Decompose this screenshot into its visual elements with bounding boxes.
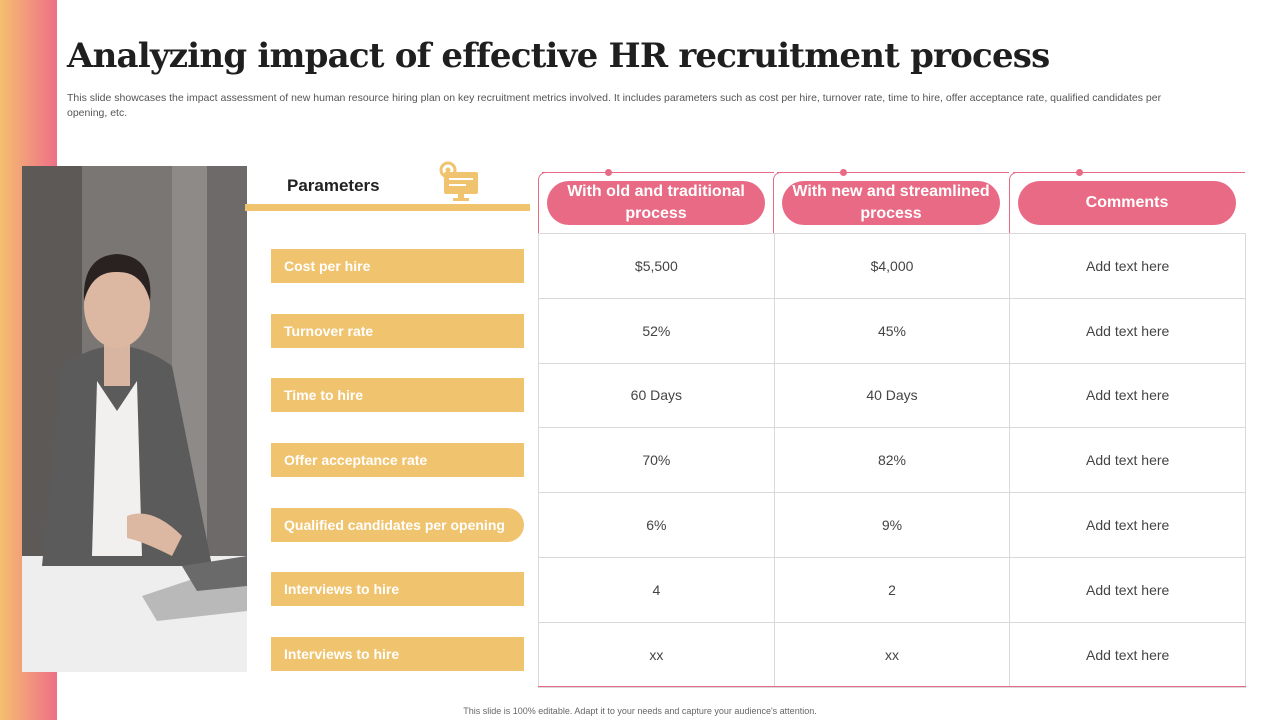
comment-cell: Add text here: [1009, 556, 1246, 623]
comment-cell: Add text here: [1009, 233, 1246, 299]
new-value: 82%: [773, 427, 1011, 494]
column-header-old: With old and traditional process: [538, 169, 774, 233]
table-row: 60 Days 40 Days Add text here: [538, 362, 1246, 429]
column-old-pill: With old and traditional process: [547, 181, 765, 225]
comment-cell: Add text here: [1009, 427, 1246, 494]
table-row: $5,500 $4,000 Add text here: [538, 233, 1246, 299]
old-value: 60 Days: [538, 362, 775, 429]
table-row: xx xx Add text here: [538, 621, 1246, 688]
woman-photo: [22, 166, 247, 672]
parameter-label: Interviews to hire: [271, 572, 524, 607]
comment-cell: Add text here: [1009, 492, 1246, 558]
column-comments-pill: Comments: [1018, 181, 1236, 225]
old-value: 6%: [538, 492, 775, 558]
new-value: 40 Days: [773, 362, 1011, 429]
parameter-label: Cost per hire: [271, 249, 524, 283]
column-new-pill: With new and streamlined process: [782, 181, 1000, 225]
table-bottom-line: [538, 686, 1246, 687]
parameter-label: Offer acceptance rate: [271, 443, 524, 478]
parameter-label: Time to hire: [271, 378, 524, 413]
column-header-comments: Comments: [1009, 169, 1245, 233]
new-value: 9%: [773, 492, 1011, 558]
footer-note: This slide is 100% editable. Adapt it to…: [463, 706, 817, 716]
comment-cell: Add text here: [1009, 621, 1246, 688]
parameter-list: Cost per hire Turnover rate Time to hire…: [271, 249, 524, 702]
new-value: xx: [773, 621, 1011, 688]
column-header-new: With new and streamlined process: [773, 169, 1009, 233]
slide-subtitle: This slide showcases the impact assessme…: [67, 92, 1162, 119]
parameter-label: Qualified candidates per opening: [271, 507, 524, 542]
parameters-underline: [245, 204, 530, 211]
comment-cell: Add text here: [1009, 362, 1246, 429]
comment-cell: Add text here: [1009, 297, 1246, 364]
table-row: 6% 9% Add text here: [538, 492, 1246, 558]
parameter-label: Interviews to hire: [271, 637, 524, 672]
slide-title: Analyzing impact of effective HR recruit…: [67, 36, 1050, 76]
new-value: 45%: [773, 297, 1011, 364]
table-row: 52% 45% Add text here: [538, 297, 1246, 364]
old-value: 52%: [538, 297, 775, 364]
new-value: 2: [773, 556, 1011, 623]
comparison-table: $5,500 $4,000 Add text here 52% 45% Add …: [538, 233, 1246, 688]
new-value: $4,000: [773, 233, 1011, 299]
old-value: 4: [538, 556, 775, 623]
parameters-header: Parameters: [287, 176, 380, 195]
table-row: 4 2 Add text here: [538, 556, 1246, 623]
monitor-gear-icon: [436, 160, 482, 202]
old-value: xx: [538, 621, 775, 688]
old-value: 70%: [538, 427, 775, 494]
table-row: 70% 82% Add text here: [538, 427, 1246, 494]
old-value: $5,500: [538, 233, 775, 299]
parameter-label: Turnover rate: [271, 313, 524, 348]
